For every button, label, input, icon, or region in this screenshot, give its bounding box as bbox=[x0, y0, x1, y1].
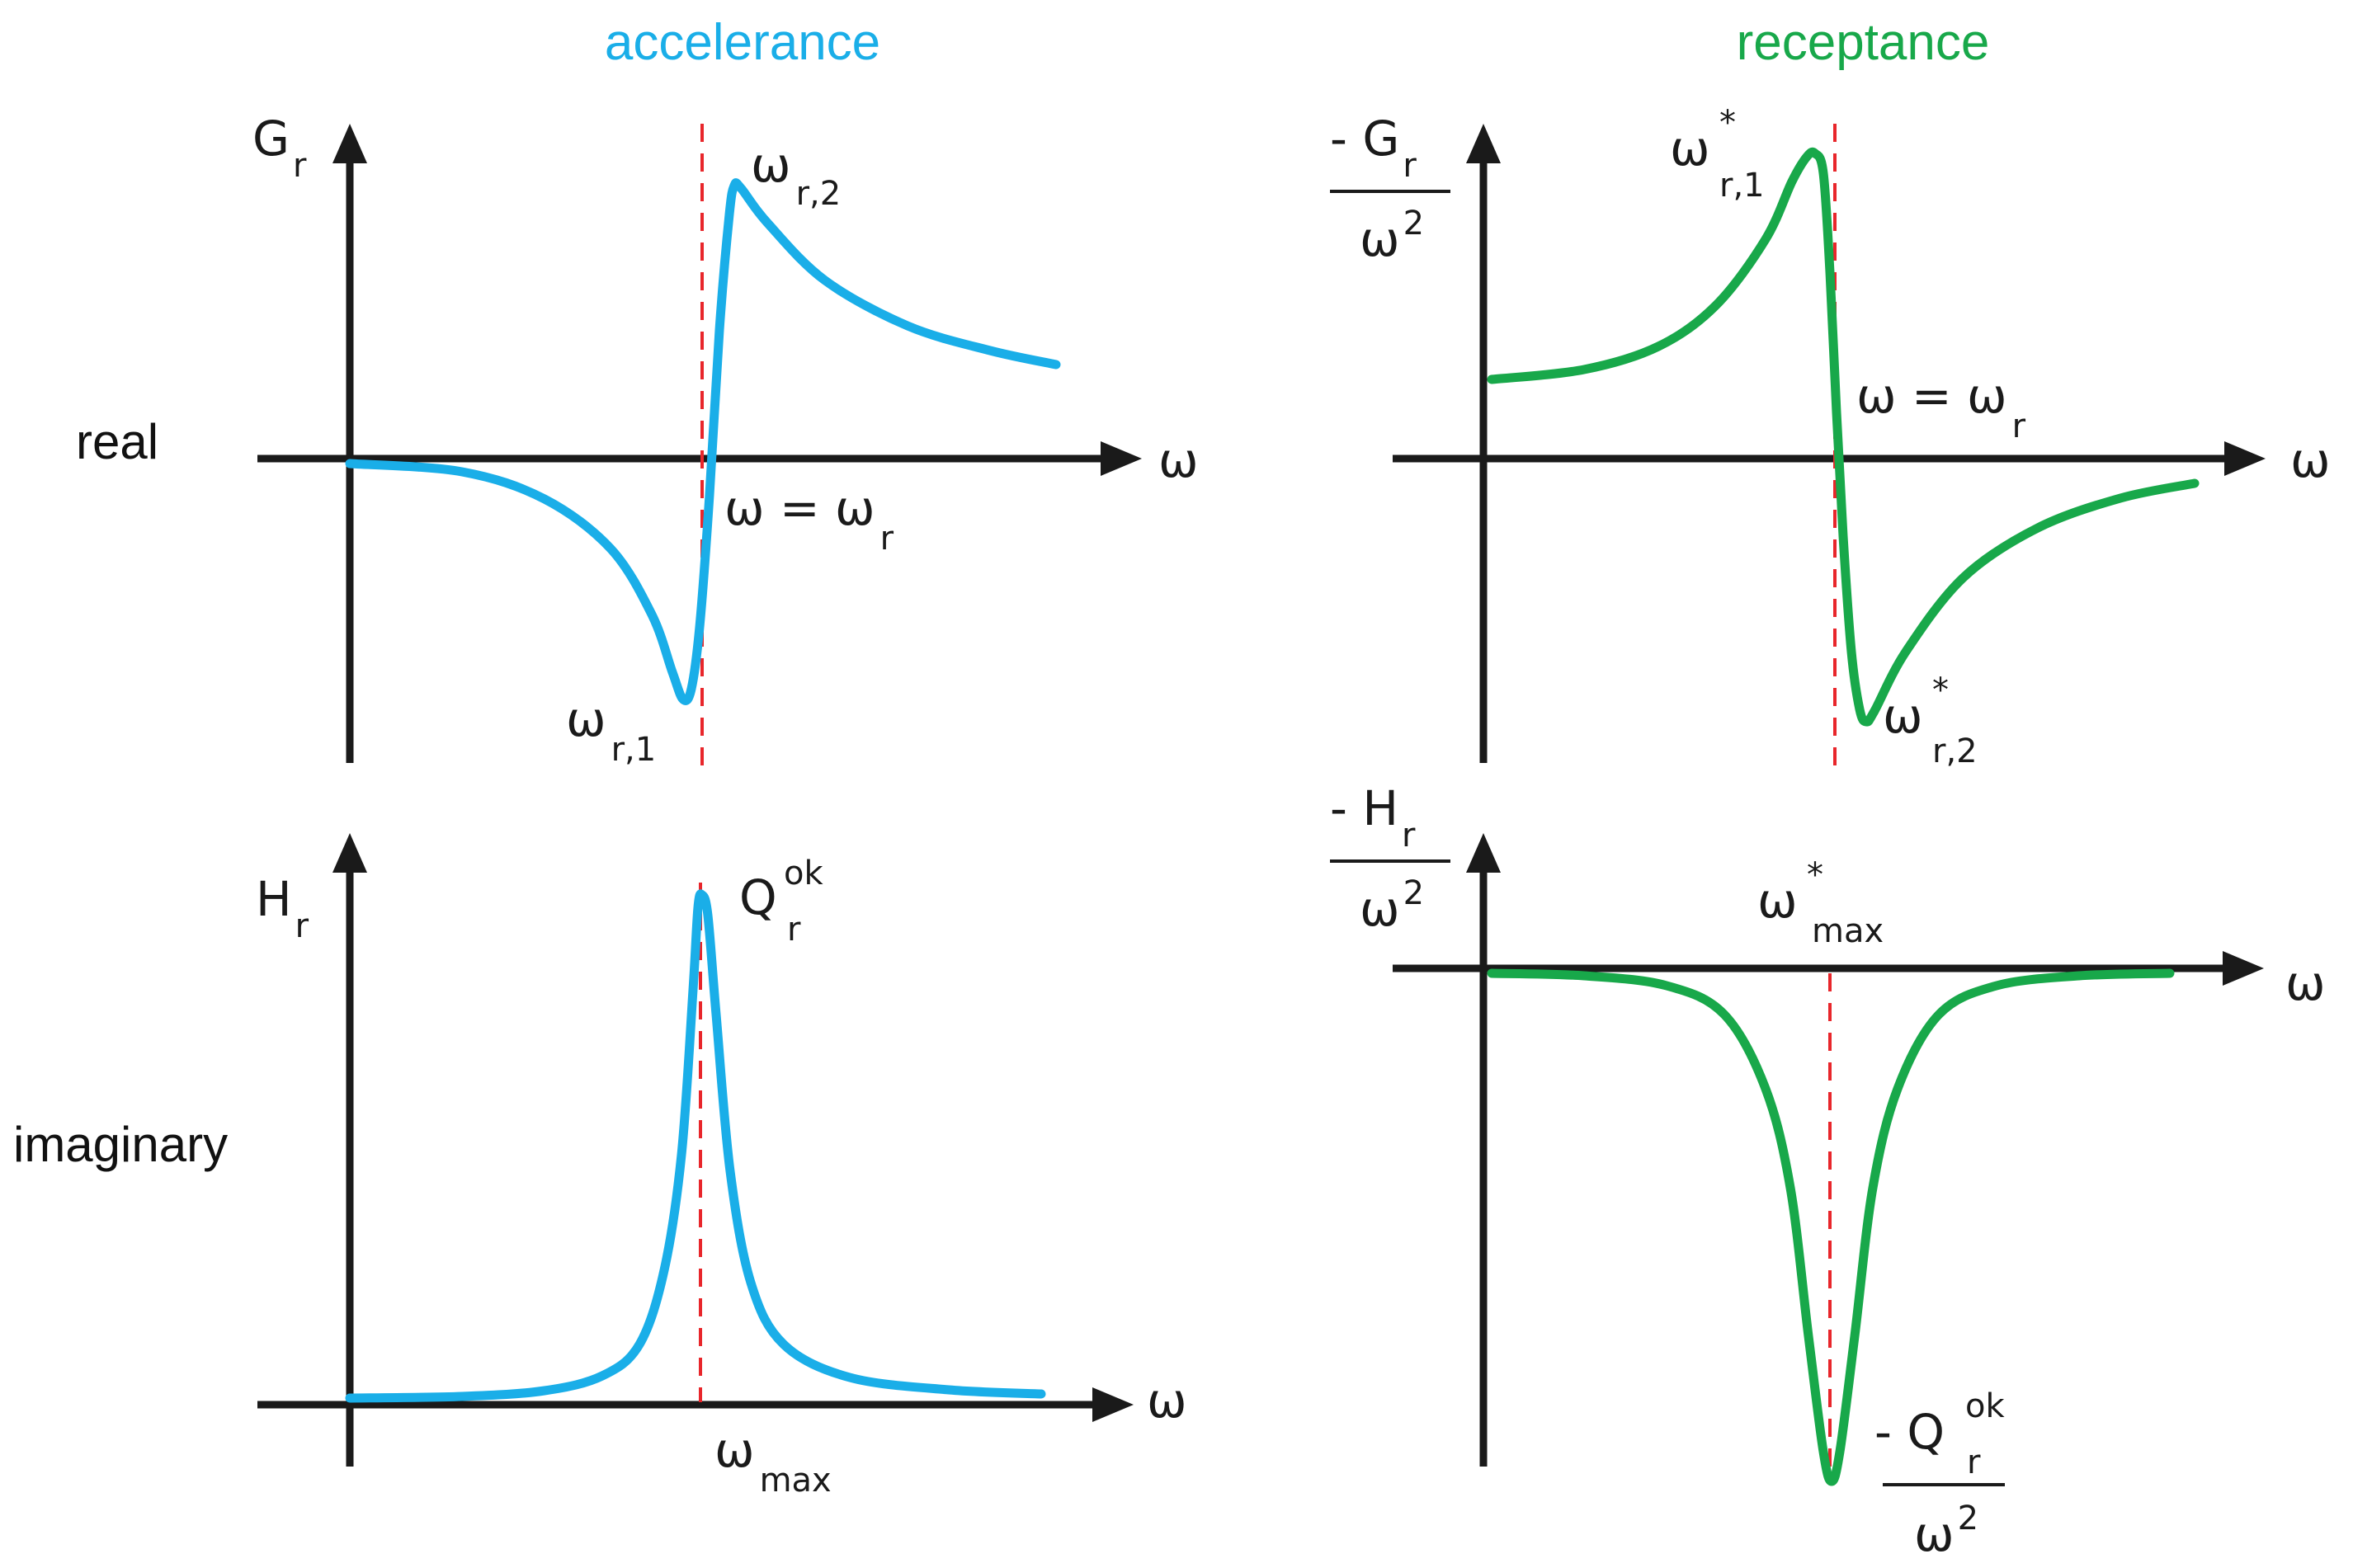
x-mark-label: ωmax bbox=[714, 1422, 832, 1500]
peak-label-r2: ωr,2 bbox=[751, 137, 841, 213]
trough-label-r2-sup: * bbox=[1932, 671, 1949, 709]
y-axis-arrowhead bbox=[332, 124, 367, 163]
accelerance-real-curve bbox=[345, 178, 1061, 705]
x-axis-label: ω bbox=[2290, 432, 2331, 488]
x-axis-label: ω bbox=[1158, 432, 1199, 488]
title-accelerance: accelerance bbox=[605, 14, 880, 71]
peak-label-r1-sub: r,1 bbox=[1719, 167, 1765, 205]
peak-label: Q bbox=[739, 869, 777, 925]
x-axis-arrowhead bbox=[1101, 441, 1142, 476]
crossing-label: ω = ωr bbox=[724, 480, 894, 558]
peak-label-r1: ω bbox=[1670, 120, 1710, 177]
trough-label-r1: ωr,1 bbox=[566, 691, 656, 769]
x-axis-arrowhead bbox=[2223, 951, 2264, 986]
x-axis-arrowhead bbox=[1092, 1387, 1134, 1422]
title-receptance: receptance bbox=[1737, 14, 1990, 71]
trough-label-sup: ok bbox=[1965, 1387, 2005, 1425]
x-axis-label: ω bbox=[1147, 1373, 1187, 1429]
peak-label-sup: ok bbox=[784, 855, 823, 892]
trough-label-r2: ω bbox=[1883, 688, 1923, 744]
x-axis-arrowhead bbox=[2224, 441, 2266, 476]
peak-label-r1-sup: * bbox=[1719, 104, 1736, 142]
y-axis-arrowhead bbox=[1466, 124, 1501, 163]
trough-label-numerator: - Q bbox=[1874, 1404, 1945, 1460]
accelerance-imaginary-curve bbox=[345, 889, 1046, 1403]
trough-label-r2-sub: r,2 bbox=[1932, 732, 1978, 770]
peak-label-sub: r bbox=[787, 911, 801, 949]
x-mark-label: ω bbox=[1757, 873, 1798, 929]
row-label-imaginary: imaginary bbox=[13, 1117, 228, 1172]
receptance-real-curve bbox=[1487, 147, 2200, 727]
row-label-real: real bbox=[76, 414, 158, 469]
y-axis-arrowhead bbox=[332, 833, 367, 873]
trough-label-sub: r bbox=[1967, 1443, 1981, 1481]
y-axis-arrowhead bbox=[1466, 833, 1501, 873]
x-axis-label: ω bbox=[2285, 955, 2326, 1011]
x-mark-label-sup: * bbox=[1807, 856, 1823, 894]
receptance-imaginary-curve bbox=[1487, 968, 2175, 1486]
crossing-label: ω = ωr bbox=[1856, 368, 2026, 445]
x-mark-label-sub: max bbox=[1812, 912, 1884, 950]
